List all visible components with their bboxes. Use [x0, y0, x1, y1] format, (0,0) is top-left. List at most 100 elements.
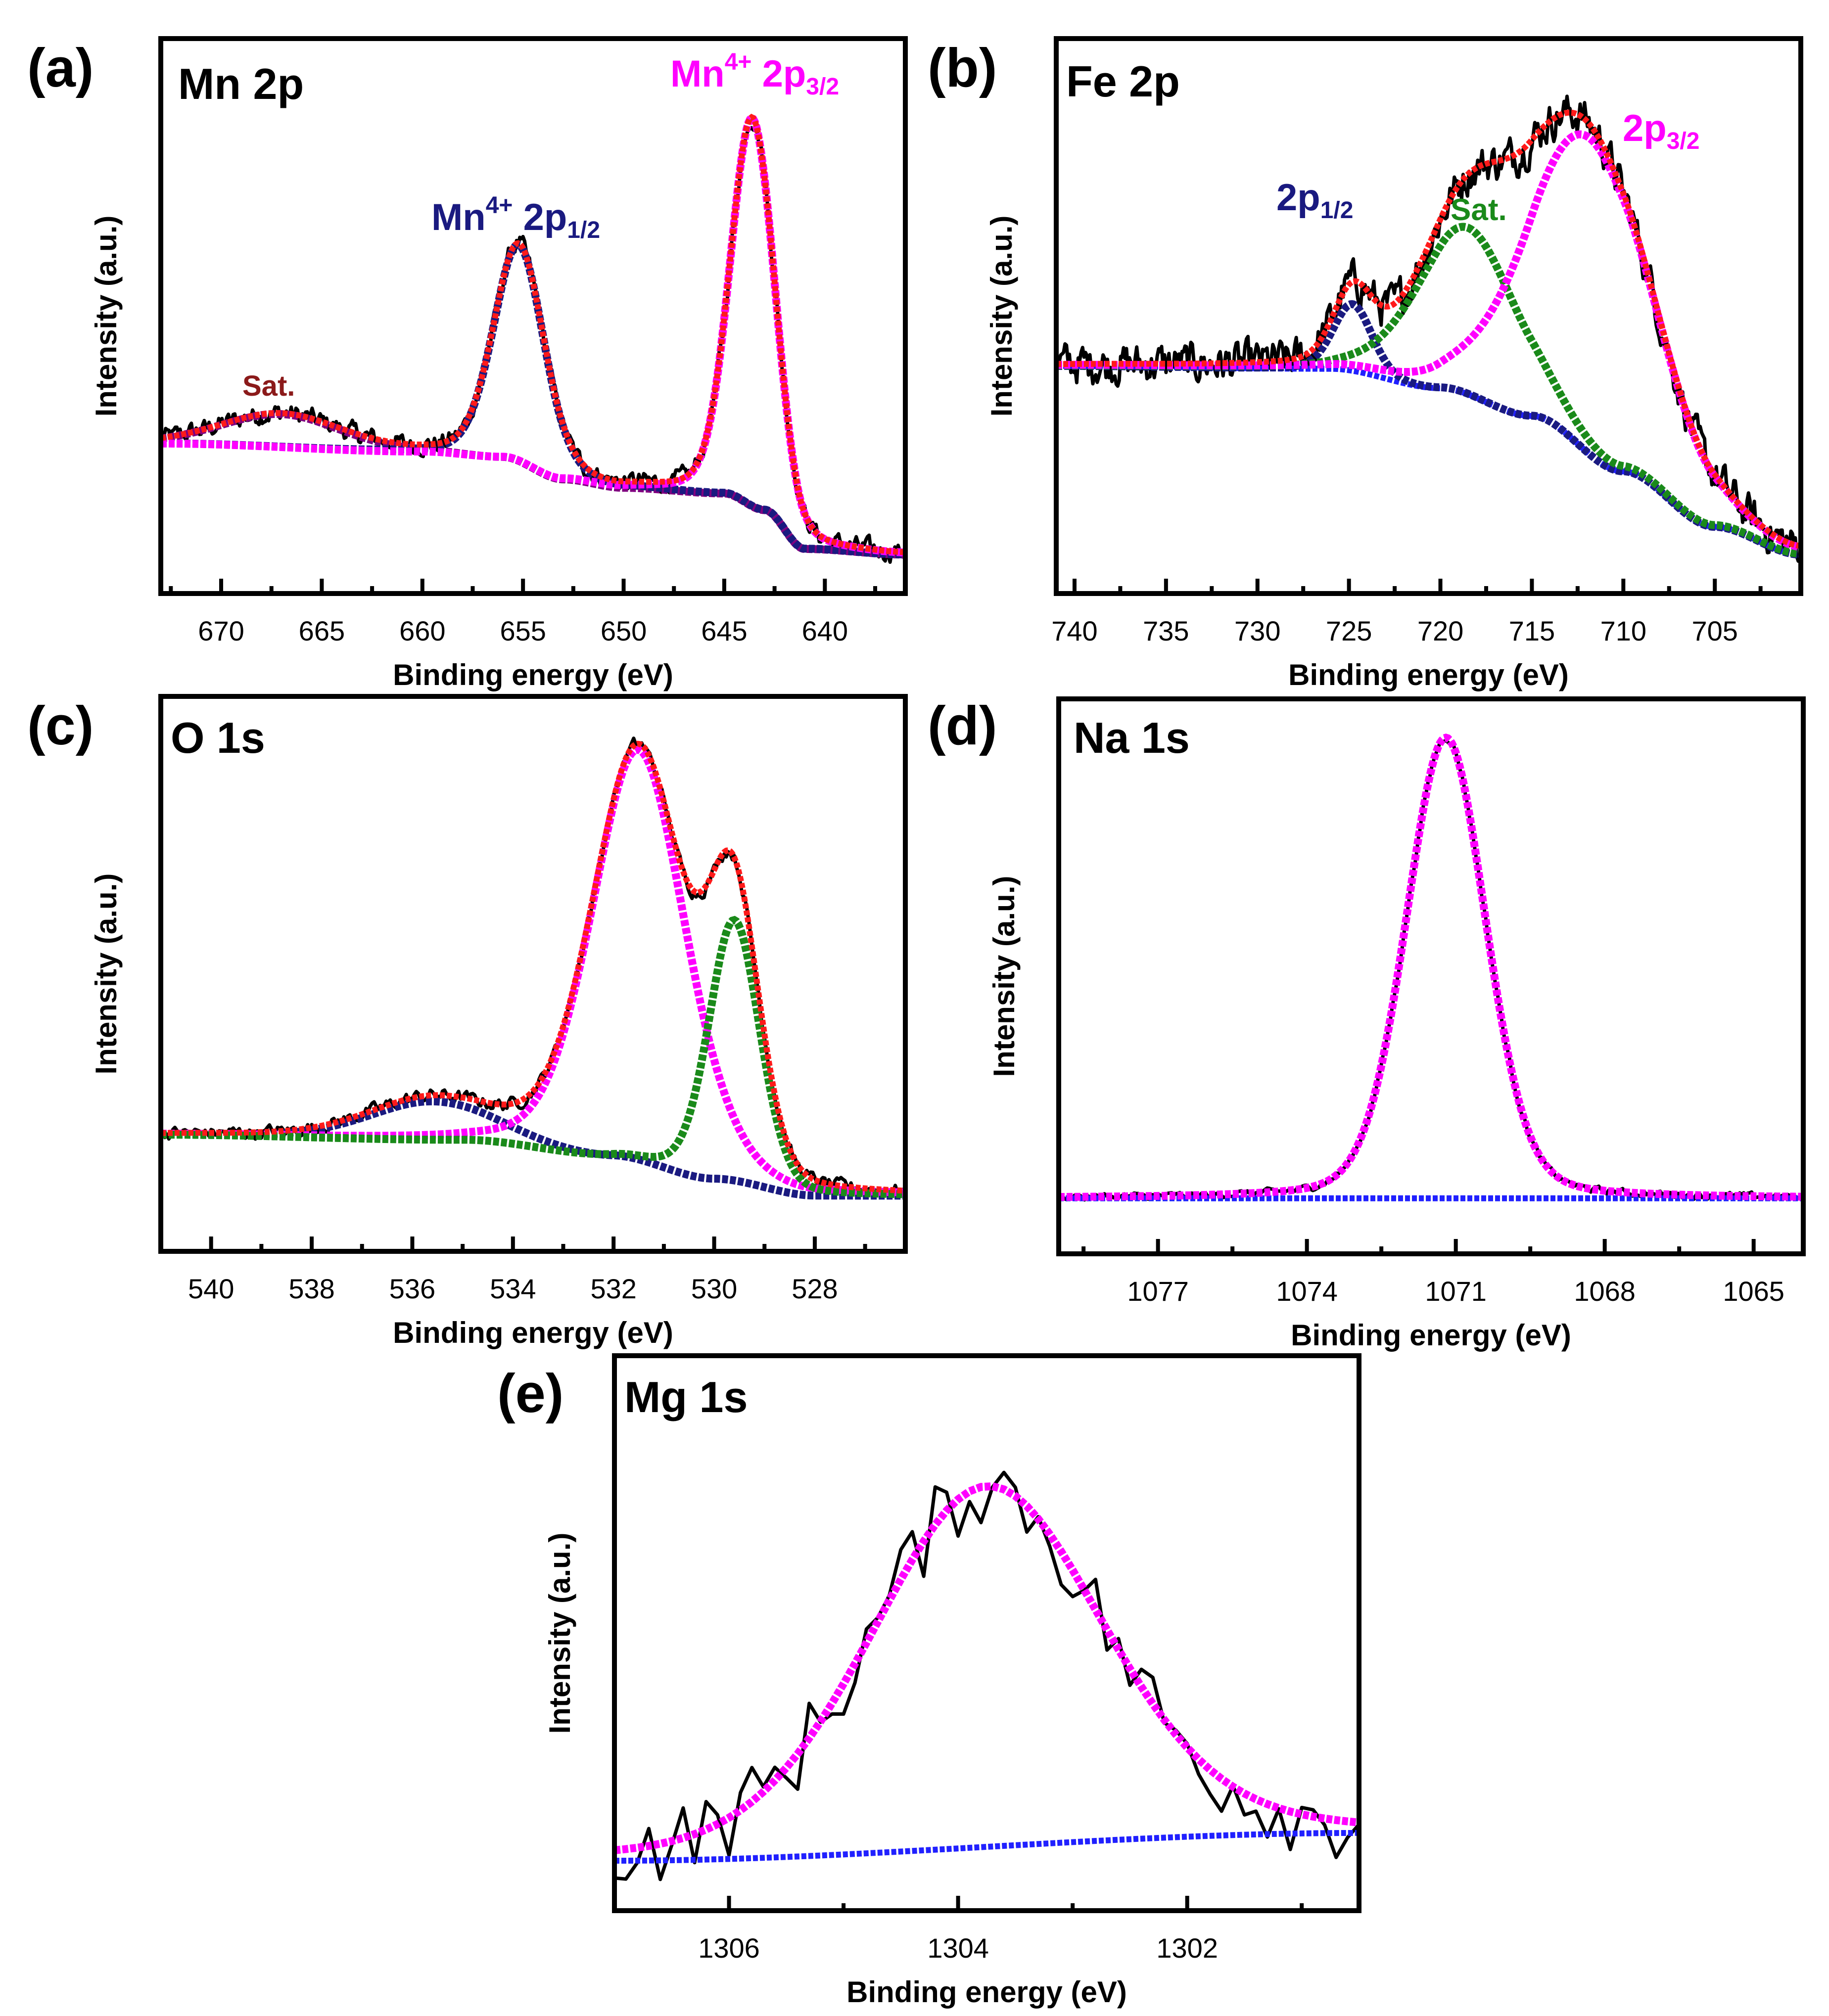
plot-area	[161, 736, 905, 1200]
x-tick-label: 705	[1691, 615, 1737, 646]
panel-title-b: Fe 2p	[1066, 57, 1180, 106]
x-tick-label: 660	[399, 615, 445, 646]
y-axis-label: Intensity (a.u.)	[543, 1533, 576, 1734]
x-tick-label: 1068	[1574, 1276, 1636, 1307]
annotation-fe-2p32: 2p3/2	[1623, 107, 1699, 154]
label-mid: 2p	[751, 53, 806, 95]
label-text: 2p	[1276, 177, 1320, 219]
envelope-fit-line	[1056, 109, 1800, 549]
chart-panel-a: 670 665 660 655 650 645 640 Binding energy (eV)…	[90, 36, 908, 691]
x-tick-label: 530	[691, 1273, 737, 1304]
label-sup: 4+	[725, 49, 752, 75]
label-text: Mn	[431, 196, 486, 238]
label-mid: 2p	[513, 196, 567, 238]
x-tick-label: 538	[288, 1273, 334, 1304]
annotation-mn-2p12: Mn4+ 2p1/2	[431, 192, 600, 243]
x-tick-label: 1302	[1156, 1932, 1218, 1964]
x-tick-label: 534	[490, 1273, 536, 1304]
x-tick-label: 725	[1326, 615, 1372, 646]
y-axis-label: Intensity (a.u.)	[987, 876, 1021, 1077]
x-tick-label: 735	[1143, 615, 1189, 646]
x-tick-label: 532	[590, 1273, 636, 1304]
label-sub: 1/2	[567, 217, 600, 243]
plot-frame	[1054, 36, 1803, 596]
chart-panel-d: 1077 1074 1071 1068 1065 Binding energy (eV) I…	[987, 696, 1806, 1352]
x-axis-label: Binding energy (eV)	[393, 1316, 673, 1349]
label-sup: 4+	[486, 192, 513, 219]
plot-frame	[1056, 696, 1806, 1256]
plot-frame	[612, 1353, 1361, 1913]
annotation-sat-b: Sat.	[1451, 193, 1507, 227]
panel-title-d: Na 1s	[1074, 713, 1190, 762]
x-tick-label: 740	[1051, 615, 1097, 646]
chart-panel-c: 540 538 536 534 532 530 528 Binding energy (eV)…	[90, 694, 908, 1349]
chart-panel-e: 1306 1304 1302 Binding energy (eV) Intensity…	[543, 1353, 1361, 2009]
x-tick-label: 730	[1234, 615, 1280, 646]
x-tick-label: 650	[601, 615, 647, 646]
raw-data-line	[161, 736, 905, 1197]
x-tick-label: 1306	[698, 1932, 760, 1964]
component-line-0	[614, 1482, 1359, 1854]
plot-area	[614, 1470, 1359, 1881]
plot-frame	[158, 36, 908, 596]
x-axis-label: Binding energy (eV)	[1291, 1319, 1571, 1352]
label-text: 2p	[1623, 107, 1667, 149]
plot-frame	[158, 694, 908, 1254]
annotation-mn-2p32: Mn4+ 2p3/2	[670, 49, 839, 100]
y-axis-label: Intensity (a.u.)	[985, 216, 1018, 417]
x-tick-label: 665	[299, 615, 345, 646]
label-sub: 3/2	[806, 74, 839, 100]
panel-title-c: O 1s	[171, 713, 265, 762]
x-tick-label: 1077	[1127, 1276, 1189, 1307]
label-text: Mn	[670, 53, 725, 95]
x-tick-label: 720	[1417, 615, 1463, 646]
raw-data-line	[1059, 738, 1803, 1202]
x-tick-label: 670	[198, 615, 244, 646]
chart-panel-b: 740 735 730 725 720 715 710 705 Binding energy (…	[985, 36, 1803, 691]
y-axis-label: Intensity (a.u.)	[90, 216, 123, 417]
x-tick-label: 1304	[927, 1932, 989, 1964]
raw-data-line	[614, 1470, 1359, 1881]
component-line-0	[1059, 733, 1803, 1201]
envelope-fit-line	[161, 740, 905, 1194]
x-axis-label: Binding energy (eV)	[846, 1975, 1127, 2009]
x-tick-label: 1074	[1276, 1276, 1338, 1307]
component-line-1	[161, 745, 905, 1196]
panel-title-a: Mn 2p	[178, 59, 304, 108]
label-sub: 1/2	[1320, 197, 1354, 224]
x-axis-label: Binding energy (eV)	[393, 658, 673, 691]
x-tick-label: 528	[792, 1273, 838, 1304]
x-tick-label: 645	[701, 615, 747, 646]
panel-label-a: (a)	[27, 38, 94, 98]
panel-label-b: (b)	[928, 38, 997, 98]
envelope-fit-line	[161, 113, 905, 555]
x-tick-label: 1065	[1723, 1276, 1784, 1307]
component-line-2	[161, 113, 905, 556]
component-line-2	[1056, 130, 1800, 551]
raw-data-line	[161, 123, 905, 564]
x-axis-label: Binding energy (eV)	[1288, 658, 1569, 691]
component-line-2	[161, 916, 905, 1198]
background-line	[614, 1830, 1359, 1864]
background-line	[1056, 363, 1800, 558]
x-tick-label: 540	[188, 1273, 234, 1304]
x-tick-label: 640	[802, 615, 848, 646]
raw-data-line	[1056, 94, 1801, 563]
panel-label-c: (c)	[27, 695, 94, 756]
panel-title-e: Mg 1s	[624, 1373, 748, 1421]
x-tick-label: 710	[1600, 615, 1646, 646]
x-tick-label: 536	[389, 1273, 435, 1304]
y-axis-label: Intensity (a.u.)	[90, 873, 123, 1075]
x-tick-label: 715	[1509, 615, 1555, 646]
panel-label-e: (e)	[497, 1363, 563, 1424]
panel-label-d: (d)	[928, 695, 997, 756]
annotation-fe-2p12: 2p1/2	[1276, 177, 1353, 224]
plot-area	[1056, 94, 1801, 563]
annotation-sat-a: Sat.	[242, 370, 295, 402]
plot-area	[1059, 733, 1803, 1202]
x-tick-label: 655	[500, 615, 546, 646]
plot-area	[161, 113, 905, 564]
x-tick-label: 1071	[1425, 1276, 1487, 1307]
label-sub: 3/2	[1667, 128, 1700, 154]
